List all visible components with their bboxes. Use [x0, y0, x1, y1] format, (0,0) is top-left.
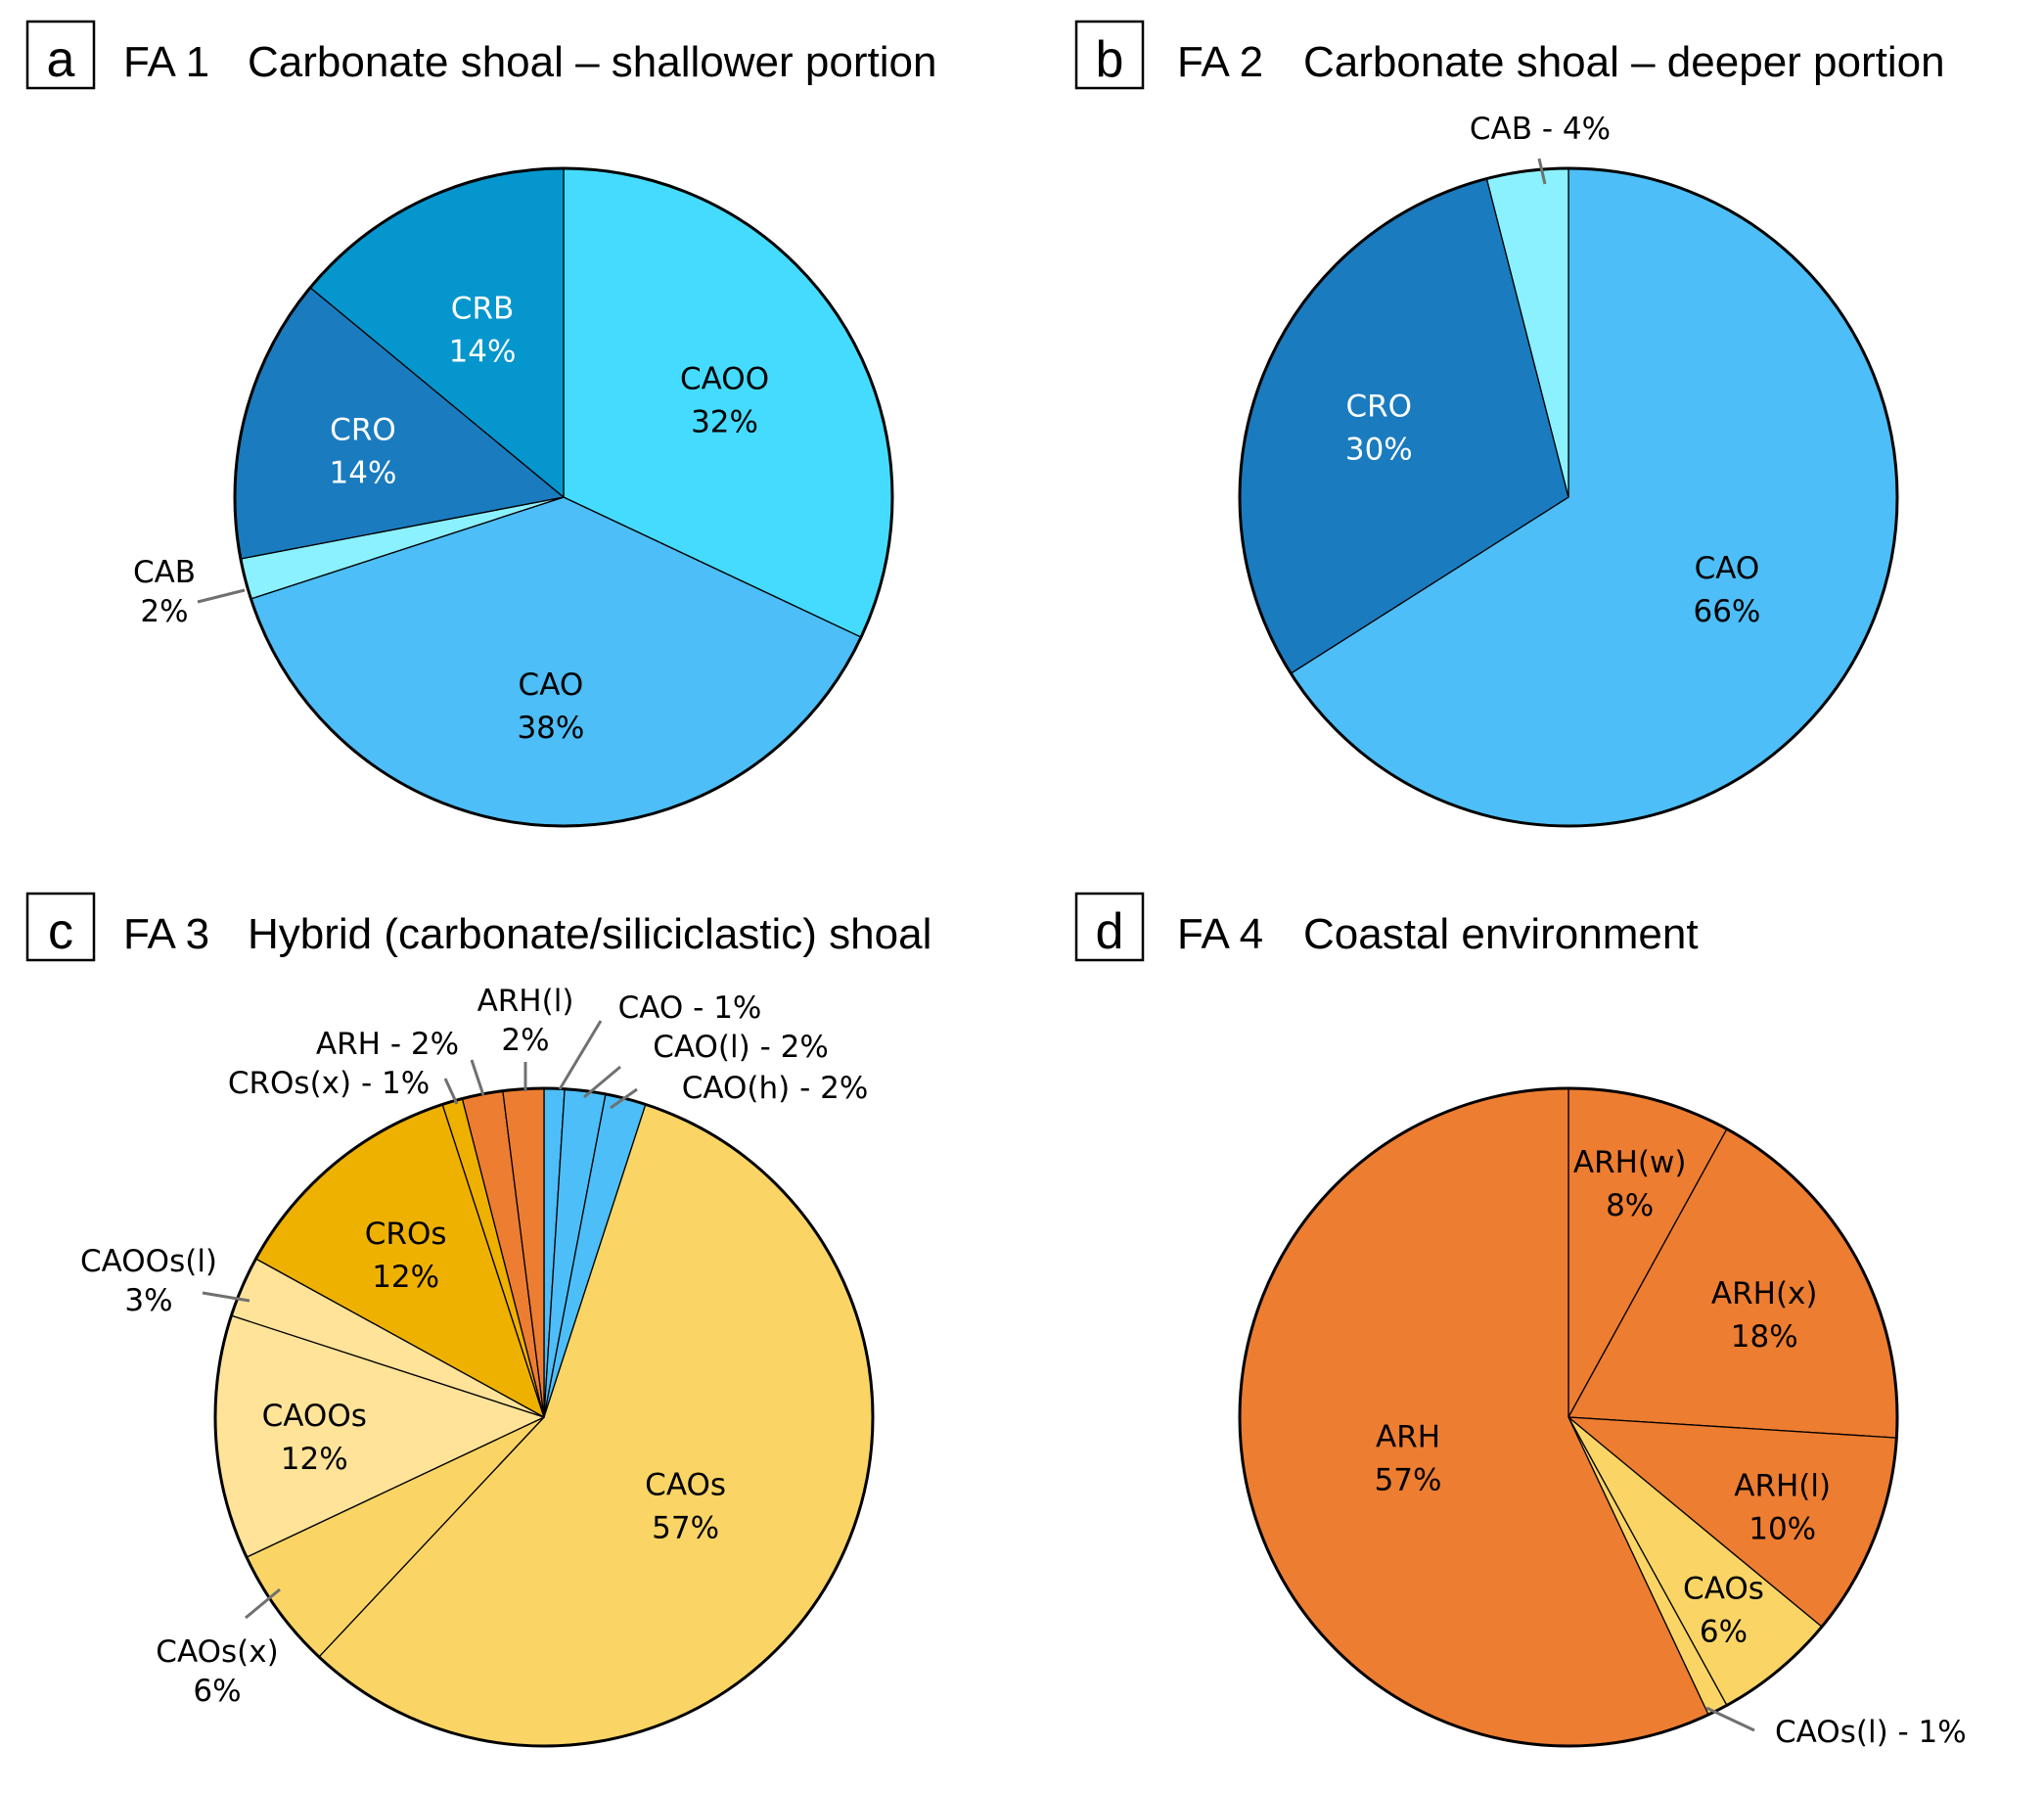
pie-outline [1238, 166, 1899, 828]
slice-label: ARH(w) 8% [1573, 1145, 1687, 1223]
panel-b-header: b FA 2 Carbonate shoal – deeper portion [1074, 20, 1945, 90]
leader-line [1537, 158, 1547, 185]
panel-d-fa: FA 4 [1177, 910, 1263, 958]
slice-label: CAO - 1% [618, 990, 762, 1026]
panel-d-letter: d [1096, 903, 1124, 960]
pie-outline [233, 166, 894, 828]
slice-label: CAB - 4% [1470, 112, 1611, 147]
pie-chart-b: CAO 66% CRO 30% CAB - 4% [1238, 112, 1899, 828]
slice-label: ARH 57% [1375, 1420, 1442, 1498]
panel-d-subtitle: Coastal environment [1303, 910, 1699, 958]
panel-a-letter-box [25, 20, 96, 90]
slice-labels-a: CAOO 32% CAO 38% CAB 2% CRO 14% CRB 14% [133, 292, 769, 746]
panel-b-fa: FA 2 [1177, 38, 1263, 86]
leader-line [202, 1291, 250, 1303]
panel-d-letter-box [1074, 892, 1145, 962]
panel-b-letter-box [1074, 20, 1145, 90]
slice-labels-b: CAO 66% CRO 30% CAB - 4% [1345, 112, 1761, 629]
slice-label: CRO 30% [1345, 389, 1413, 467]
panel-c-fa: FA 3 [123, 910, 209, 958]
slice-label: CAOs 6% [1683, 1572, 1764, 1650]
slice-label: CAOs(l) - 1% [1775, 1715, 1967, 1750]
panel-c-letter: c [48, 903, 73, 960]
leader-line [583, 1065, 621, 1099]
pie-chart-c: CAO - 1% CAO(l) - 2% CAO(h) - 2% CAOs 57% CAO… [80, 984, 875, 1748]
slice-label: ARH(l) 10% [1734, 1469, 1831, 1547]
leader-line [443, 1078, 459, 1105]
pie-chart-a: CAOO 32% CAO 38% CAB 2% CRO 14% CRB 14% [133, 166, 894, 828]
panel-d-header: d FA 4 Coastal environment [1074, 892, 1699, 962]
leader-line [470, 1059, 485, 1096]
panel-c-header: c FA 3 Hybrid (carbonate/siliciclastic) … [25, 892, 931, 962]
leader-line [245, 1587, 281, 1620]
leader-line [610, 1087, 638, 1110]
panel-a-fa: FA 1 [123, 38, 209, 86]
pie-outline [213, 1086, 875, 1748]
slice-label: CAOOs(l) 3% [80, 1244, 217, 1318]
pie-chart-d: ARH(w) 8% ARH(x) 18% ARH(l) 10% CAOs 6% CAOs(l) … [1238, 1086, 1967, 1750]
slice-label: CROs(x) - 1% [228, 1066, 430, 1101]
leader-line [558, 1020, 603, 1090]
slice-label: CRB 14% [449, 292, 517, 370]
slice-label: CAO 66% [1693, 551, 1760, 629]
slice-labels-c: CAO - 1% CAO(l) - 2% CAO(h) - 2% CAOs 57% CAO… [80, 984, 868, 1709]
leader-line [1705, 1706, 1755, 1732]
slice-label: CAB 2% [133, 555, 196, 629]
slice-label: ARH - 2% [316, 1027, 459, 1062]
slice-label: CROs 12% [365, 1217, 447, 1295]
leader-line [197, 588, 246, 604]
slice-label: CAO(l) - 2% [653, 1030, 829, 1065]
slice-label: ARH(x) 18% [1711, 1276, 1818, 1355]
panel-b-letter: b [1096, 31, 1124, 88]
pie-outline [1238, 1086, 1899, 1748]
panel-a-subtitle: Carbonate shoal – shallower portion [248, 38, 936, 86]
panel-a-letter: a [47, 31, 75, 88]
slice-label: CAOs(x) 6% [156, 1634, 278, 1709]
slice-labels-d: ARH(w) 8% ARH(x) 18% ARH(l) 10% CAOs 6% CAOs(l) … [1375, 1145, 1967, 1750]
panel-c-subtitle: Hybrid (carbonate/siliciclastic) shoal [248, 910, 931, 958]
panel-a-header: a FA 1 Carbonate shoal – shallower porti… [25, 20, 936, 90]
slice-label: CAOs 57% [645, 1468, 726, 1546]
slice-label: CAOOs 12% [262, 1399, 367, 1477]
slice-label: CRO 14% [330, 412, 397, 490]
panel-b-subtitle: Carbonate shoal – deeper portion [1303, 38, 1945, 86]
slice-label: CAO(h) - 2% [682, 1071, 869, 1106]
slice-label: CAO 38% [517, 667, 584, 746]
slice-label: ARH(l) 2% [477, 984, 574, 1058]
panel-c-letter-box [25, 892, 96, 962]
slice-label: CAOO 32% [680, 362, 769, 440]
